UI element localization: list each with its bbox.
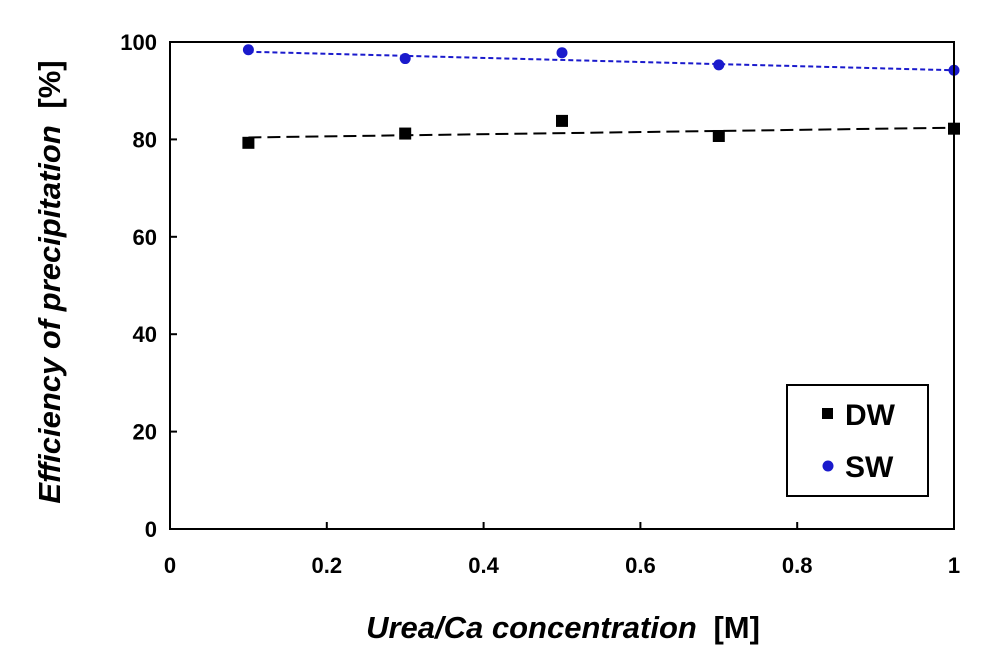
x-tick-label: 0.8: [782, 553, 813, 578]
x-axis-title: Urea/Ca concentration [M]: [366, 610, 760, 645]
x-tick-label: 0.6: [625, 553, 656, 578]
trendline-dw: [248, 126, 955, 139]
data-point-sw: [399, 53, 411, 65]
x-axis-title-main: Urea/Ca concentration: [366, 610, 697, 645]
data-point-sw: [713, 59, 725, 71]
legend-label-dw: DW: [845, 399, 896, 432]
x-tick-label: 1: [948, 553, 960, 578]
legend-marker-sw: [822, 460, 834, 472]
x-tick-label: 0: [164, 553, 176, 578]
y-tick-label: 40: [133, 322, 157, 347]
legend-label-sw: SW: [845, 451, 894, 484]
y-axis-title: Efficiency of precipitation [%]: [32, 60, 67, 503]
data-point-sw: [556, 47, 568, 59]
y-axis-ticks: 0 20 40 60 80 100: [120, 30, 177, 542]
data-point-dw: [242, 136, 255, 149]
x-tick-label: 0.4: [468, 553, 499, 578]
y-axis-title-unit: [%]: [32, 60, 67, 108]
legend-marker-dw: [822, 408, 833, 419]
data-point-dw: [712, 129, 725, 142]
plot-area-frame: [169, 41, 955, 530]
y-tick-label: 20: [133, 420, 157, 445]
x-axis-ticks: 0 0.2 0.4 0.6 0.8 1: [164, 522, 960, 578]
legend-box: [786, 384, 929, 497]
y-tick-label: 0: [145, 517, 157, 542]
data-point-dw: [399, 127, 412, 140]
y-tick-label: 80: [133, 127, 157, 152]
data-point-dw: [556, 114, 568, 127]
legend: DW SW: [786, 384, 929, 497]
data-series: [242, 44, 960, 149]
series-dw: [242, 114, 960, 149]
x-tick-label: 0.2: [312, 553, 343, 578]
series-sw: [242, 44, 960, 76]
y-tick-label: 100: [120, 30, 157, 55]
y-tick-label: 60: [133, 225, 157, 250]
data-point-sw: [242, 44, 254, 56]
y-axis-title-main: Efficiency of precipitation: [32, 125, 67, 503]
x-axis-title-unit: [M]: [713, 610, 759, 645]
trendline-sw: [248, 50, 955, 72]
